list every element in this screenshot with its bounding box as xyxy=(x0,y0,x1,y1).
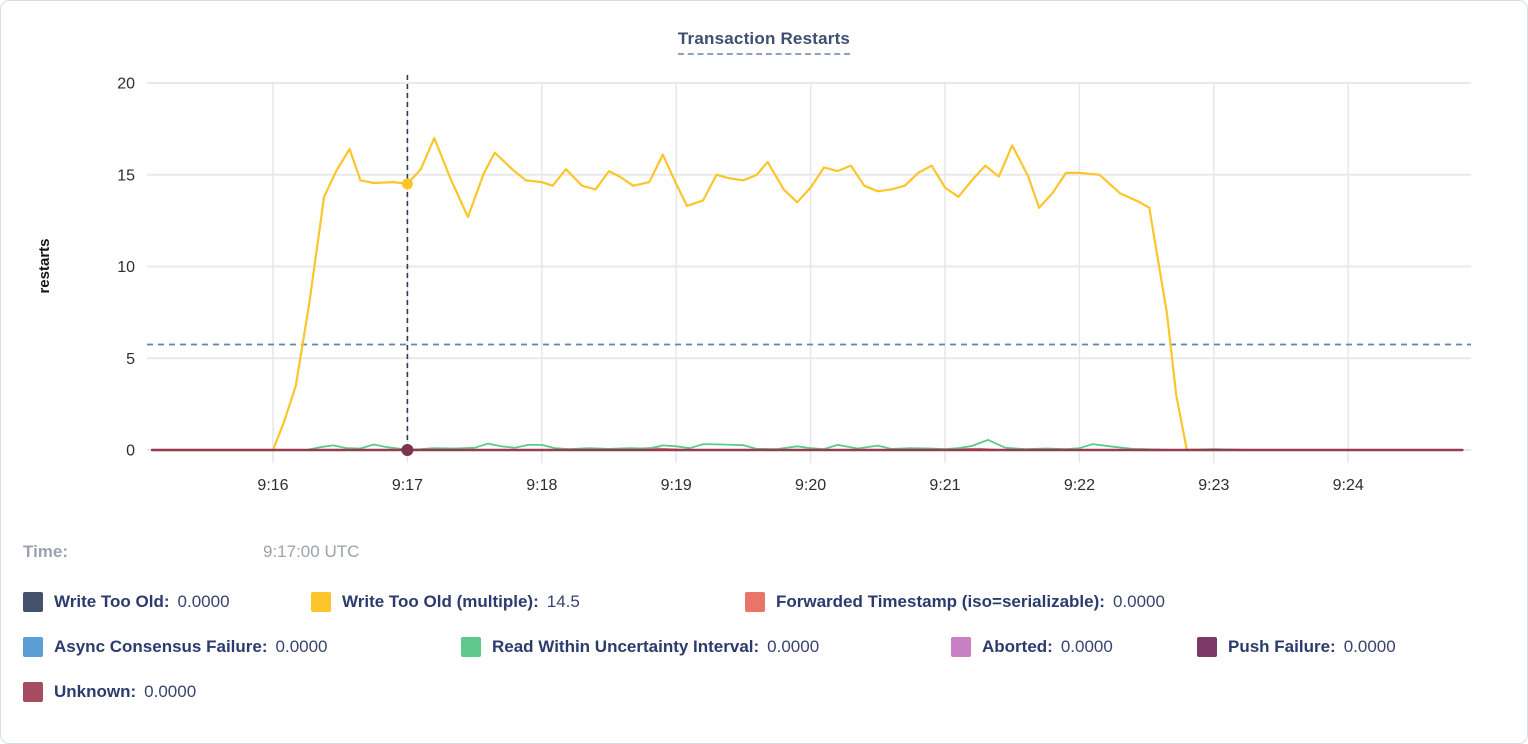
legend-label: Write Too Old (multiple): xyxy=(342,592,539,611)
legend-value: 0.0000 xyxy=(767,637,820,656)
legend-swatch xyxy=(745,592,765,612)
legend-label: Unknown: xyxy=(54,682,137,701)
x-tick-label: 9:23 xyxy=(1198,477,1229,494)
x-tick-label: 9:20 xyxy=(795,477,826,494)
legend-row: Write Too Old: 0.0000 Write Too Old (multi… xyxy=(23,587,1517,617)
legend-swatch xyxy=(951,637,971,657)
legend-swatch xyxy=(23,682,43,702)
transaction-restarts-chart[interactable]: 0 5 10 15 20 9:16 9:17 9:18 9:19 9:20 9:21 9:22 9:23… xyxy=(1,1,1527,521)
legend-item-push-failure[interactable]: Push Failure: 0.0000 xyxy=(1197,637,1396,657)
hover-time-row: Time: 9:17:00 UTC xyxy=(23,537,1517,567)
legend-row: Unknown: 0.0000 xyxy=(23,677,1517,707)
chart-title[interactable]: Transaction Restarts xyxy=(677,29,851,55)
legend-label: Aborted: xyxy=(982,637,1053,656)
series-line-write-too-old-multiple xyxy=(150,136,1189,452)
x-tick-label: 9:18 xyxy=(526,477,557,494)
x-tick-label: 9:19 xyxy=(661,477,692,494)
legend-row: Async Consensus Failure: 0.0000 Read Withi… xyxy=(23,632,1517,662)
legend-value: 0.0000 xyxy=(275,637,328,656)
legend-item-aborted[interactable]: Aborted: 0.0000 xyxy=(951,637,1197,657)
legend-value: 14.5 xyxy=(546,592,580,611)
legend-swatch xyxy=(1197,637,1217,657)
legend-item-write-too-old-multiple[interactable]: Write Too Old (multiple): 14.5 xyxy=(311,592,745,612)
legend-item-read-within-uncertainty-interval[interactable]: Read Within Uncertainty Interval: 0.0000 xyxy=(461,637,951,657)
y-tick-label: 15 xyxy=(117,167,135,184)
legend-label: Forwarded Timestamp (iso=serializable): xyxy=(776,592,1105,611)
chart-legend: Time: 9:17:00 UTC Write Too Old: 0.0000 Wr… xyxy=(23,537,1517,722)
legend-swatch xyxy=(461,637,481,657)
legend-value: 0.0000 xyxy=(1112,592,1165,611)
y-tick-label: 10 xyxy=(117,259,135,276)
legend-label: Write Too Old: xyxy=(54,592,170,611)
hover-dot-write-too-old-multiple xyxy=(401,178,413,190)
hover-dot-unknown xyxy=(401,444,414,456)
x-tick-label: 9:17 xyxy=(392,477,423,494)
legend-label: Push Failure: xyxy=(1228,637,1336,656)
time-label: Time: xyxy=(23,542,69,561)
legend-label: Read Within Uncertainty Interval: xyxy=(492,637,760,656)
legend-value: 0.0000 xyxy=(144,682,197,701)
legend-label: Async Consensus Failure: xyxy=(54,637,268,656)
x-tick-label: 9:24 xyxy=(1333,477,1364,494)
legend-item-write-too-old[interactable]: Write Too Old: 0.0000 xyxy=(23,592,311,612)
legend-value: 0.0000 xyxy=(1060,637,1113,656)
legend-swatch xyxy=(23,637,43,657)
legend-swatch xyxy=(311,592,331,612)
y-tick-label: 5 xyxy=(126,351,135,368)
chart-title-wrap: Transaction Restarts xyxy=(1,29,1527,55)
x-tick-label: 9:22 xyxy=(1064,477,1095,494)
y-tick-label: 20 xyxy=(117,76,135,93)
series-line-read-within-uncertainty-interval xyxy=(151,438,1464,451)
y-axis-label: restarts xyxy=(36,238,53,293)
legend-value: 0.0000 xyxy=(177,592,230,611)
time-value: 9:17:00 UTC xyxy=(263,542,360,561)
y-tick-label: 0 xyxy=(126,443,135,460)
legend-swatch xyxy=(23,592,43,612)
legend-item-forwarded-timestamp-iso-serializable[interactable]: Forwarded Timestamp (iso=serializable): 0… xyxy=(745,592,1165,612)
legend-item-async-consensus-failure[interactable]: Async Consensus Failure: 0.0000 xyxy=(23,637,461,657)
x-tick-label: 9:21 xyxy=(929,477,960,494)
legend-value: 0.0000 xyxy=(1343,637,1396,656)
x-tick-label: 9:16 xyxy=(257,477,288,494)
legend-item-unknown[interactable]: Unknown: 0.0000 xyxy=(23,682,196,702)
